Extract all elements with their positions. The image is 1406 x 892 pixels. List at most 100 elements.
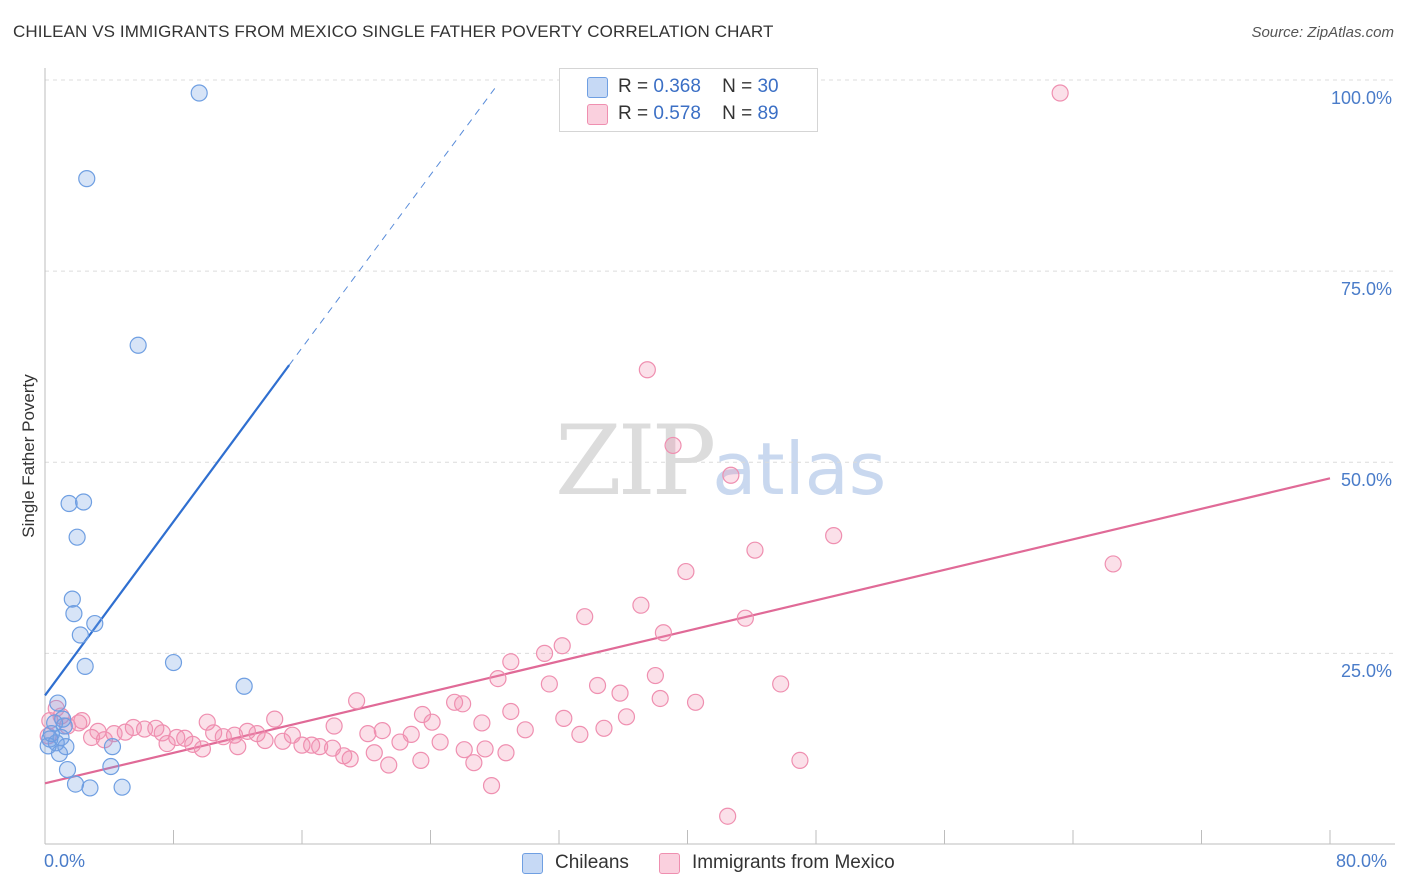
chileans-point — [164, 653, 183, 672]
mexico-point — [555, 709, 573, 727]
chileans-point — [58, 760, 77, 779]
chileans-point — [235, 677, 253, 695]
mexico-point — [535, 644, 554, 662]
chileans-point — [49, 694, 67, 712]
source-credit: Source: ZipAtlas.com — [1251, 24, 1394, 41]
chart-title: CHILEAN VS IMMIGRANTS FROM MEXICO SINGLE… — [13, 22, 774, 41]
legend-row-chileans: R = 0.368 N = 30 — [618, 75, 779, 99]
mexico-point — [677, 562, 695, 581]
mexico-point — [664, 436, 682, 455]
mexico-point — [465, 754, 483, 772]
mexico-point — [158, 734, 176, 753]
mexico-point — [611, 684, 629, 702]
legend-n-label: N = — [722, 76, 753, 97]
y-tick-label: 75.0% — [1340, 279, 1392, 300]
legend-swatch-mexico — [587, 104, 608, 125]
mexico-point — [646, 666, 664, 685]
chileans-point — [102, 757, 120, 776]
mexico-point — [516, 721, 534, 739]
watermark: ZIPatlas — [555, 405, 886, 517]
chileans-point — [71, 626, 89, 644]
mexico-point — [540, 675, 558, 693]
mexico-point — [205, 724, 223, 742]
mexico-point — [595, 719, 613, 737]
mexico-point — [489, 670, 507, 688]
mexico-point — [274, 732, 292, 750]
gridlines — [45, 79, 1395, 654]
mexico-point — [651, 689, 669, 708]
mexico-point — [238, 722, 256, 740]
legend-r-value-chileans: 0.368 — [653, 76, 701, 97]
mexico-trend-line — [44, 477, 1331, 785]
chileans-point — [86, 614, 104, 633]
chileans-point — [57, 738, 75, 756]
legend-n-label: N = — [722, 103, 753, 124]
mexico-point — [736, 609, 754, 627]
mexico-point — [722, 466, 740, 484]
series-legend: Chileans Immigrants from Mexico — [522, 852, 895, 874]
mexico-point — [70, 714, 88, 732]
mexico-point — [193, 740, 212, 758]
mexico-point — [229, 738, 247, 756]
mexico-point — [341, 750, 359, 768]
chileans-point — [50, 744, 69, 763]
mexico-point — [719, 807, 737, 825]
mexico-point — [588, 676, 607, 695]
mexico-point — [256, 731, 274, 750]
mexico-point — [423, 713, 441, 731]
chileans-point — [81, 779, 99, 797]
y-tick-label: 25.0% — [1340, 661, 1392, 682]
legend-n-value-mexico: 89 — [757, 103, 779, 124]
mexico-point — [365, 744, 383, 762]
mexico-point — [1051, 84, 1069, 102]
data-points — [39, 84, 1122, 825]
chileans-point — [113, 778, 131, 796]
chileans-point — [66, 775, 85, 793]
mexico-point — [791, 751, 809, 770]
legend-r-label: R = — [618, 103, 649, 124]
mexico-point — [482, 777, 501, 795]
x-tick-label-min: 0.0% — [44, 851, 86, 871]
trend-lines — [44, 88, 1331, 785]
chileans-point — [129, 336, 147, 354]
mexico-point — [632, 596, 650, 614]
chileans-point — [78, 170, 96, 188]
chileans-point — [60, 494, 78, 513]
mexico-point — [502, 702, 520, 721]
mexico-point — [266, 710, 284, 728]
mexico-point — [571, 725, 589, 744]
mexico-point — [476, 740, 494, 758]
legend-r-label: R = — [618, 76, 649, 97]
chileans-point — [46, 714, 64, 732]
chileans-point — [63, 590, 81, 608]
series-legend-label-chileans: Chileans — [555, 852, 629, 873]
mexico-point — [380, 756, 398, 774]
chileans-point — [68, 528, 86, 546]
mexico-point — [214, 728, 232, 746]
mexico-point — [311, 738, 329, 756]
series-legend-label-mexico: Immigrants from Mexico — [691, 852, 895, 873]
y-tick-label: 100.0% — [1330, 88, 1392, 108]
watermark-zip: ZIP — [555, 405, 716, 517]
mexico-point — [497, 744, 515, 762]
mexico-point — [293, 736, 311, 754]
chileans-point — [65, 605, 83, 623]
legend-r-value-mexico: 0.578 — [653, 103, 701, 124]
mexico-point — [576, 608, 594, 626]
mexico-point — [455, 741, 473, 759]
mexico-point — [746, 541, 764, 559]
chileans-point — [103, 738, 122, 756]
mexico-point — [617, 708, 636, 726]
mexico-point — [654, 624, 673, 642]
mexico-point — [1104, 555, 1122, 573]
mexico-point — [412, 751, 430, 770]
watermark-atlas: atlas — [712, 427, 887, 511]
legend-swatch-chileans — [587, 77, 608, 98]
correlation-legend: R = 0.368 N = 30 R = 0.578 N = 89 — [559, 68, 818, 132]
y-tick-label: 50.0% — [1340, 470, 1392, 491]
chileans-point — [76, 657, 94, 675]
mexico-point — [553, 637, 571, 655]
mexico-point — [825, 527, 843, 545]
chileans-point — [74, 493, 93, 511]
